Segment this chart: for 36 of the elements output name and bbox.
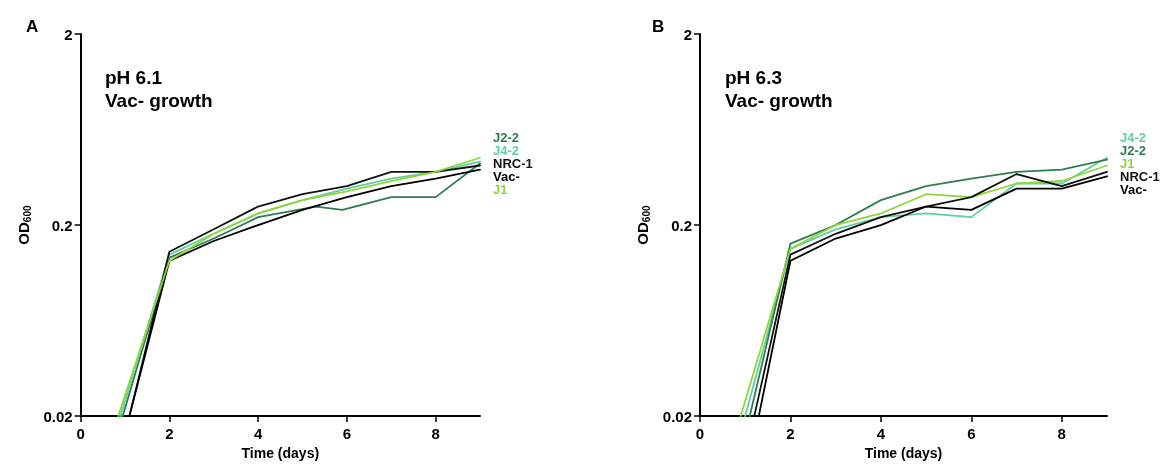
- text: A: [26, 17, 39, 36]
- series-label: Vac-: [1120, 182, 1147, 197]
- series-label: J2-2: [493, 130, 520, 145]
- text: Vac- growth: [105, 90, 213, 111]
- text: J1: [493, 182, 508, 197]
- y-tick-label: 2: [64, 25, 73, 43]
- y-axis-title: OD600: [15, 205, 33, 245]
- x-tick-label: 6: [967, 425, 976, 443]
- x-tick-label: 0: [76, 425, 85, 443]
- x-tick-label: 4: [876, 425, 886, 443]
- x-axis-title: Time (days): [241, 445, 320, 461]
- x-tick-label: 6: [342, 425, 352, 443]
- y-tick-label: 2: [683, 25, 692, 43]
- series-label: J4-2: [493, 143, 520, 158]
- x-tick-label: 0: [695, 425, 705, 443]
- x-tick-label: 2: [165, 425, 174, 443]
- y-tick-label: 0.02: [43, 407, 73, 425]
- series-label: NRC-1: [1120, 169, 1160, 184]
- y-axis-title: OD600: [634, 205, 653, 245]
- series-label: NRC-1: [493, 156, 533, 171]
- text: B: [652, 17, 665, 36]
- series-label: J4-2: [1120, 130, 1147, 145]
- x-tick-label: 8: [1057, 425, 1066, 443]
- x-tick-label: 8: [431, 425, 440, 443]
- y-tick-label: 0.2: [51, 216, 73, 234]
- y-tick-label: 0.02: [662, 407, 692, 425]
- x-axis-title: Time (days): [864, 445, 943, 461]
- y-tick-label: 0.2: [671, 216, 692, 234]
- x-tick-label: 4: [253, 425, 263, 443]
- text: pH 6.3: [725, 67, 783, 88]
- x-tick-label: 2: [786, 425, 795, 443]
- text: Vac- growth: [725, 90, 833, 111]
- series-label: J1: [1120, 156, 1135, 171]
- series-label: J2-2: [1120, 143, 1147, 158]
- text: pH 6.1: [105, 67, 163, 88]
- series-label: Vac-: [493, 169, 520, 184]
